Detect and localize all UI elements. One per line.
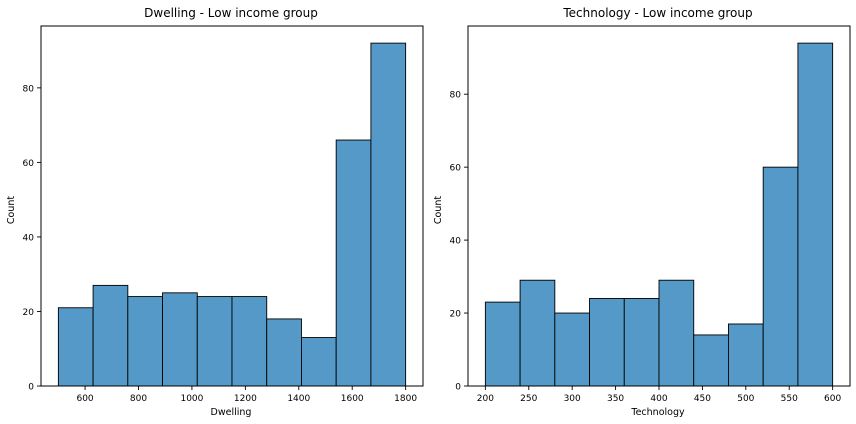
x-tick-label: 600 [76,394,93,404]
histogram-bar [728,323,764,387]
x-tick-label: 500 [737,394,754,404]
histogram-bar [162,292,198,387]
x-tick-label: 550 [781,394,798,404]
y-tick-label: 40 [23,233,35,243]
histogram-bar [484,301,521,387]
histogram-bar [623,298,660,387]
y-tick-label: 40 [450,237,462,247]
x-axis-label: Dwelling [211,407,252,418]
x-ticks: 600 800 1000 1200 1400 1600 1800 [76,386,417,404]
histogram-bar [693,334,729,387]
y-tick-label: 60 [450,164,462,174]
dwelling-histogram-panel: Dwelling - Low income group 600 800 1000 12… [6,6,424,418]
histogram-bar [301,337,337,387]
y-ticks: 0 20 40 60 80 [23,84,41,393]
y-tick-label: 80 [23,84,35,94]
histogram-bar [370,42,407,387]
x-tick-label: 250 [520,394,537,404]
x-tick-label: 1000 [180,394,203,404]
chart-title: Dwelling - Low income group [144,6,318,20]
x-tick-label: 600 [824,394,841,404]
y-tick-label: 80 [450,91,462,101]
bars [484,42,834,387]
histogram-bar [554,312,591,387]
x-tick-label: 800 [130,394,147,404]
chart-title: Technology - Low income group [562,6,752,20]
x-tick-label: 1200 [234,394,257,404]
y-ticks: 0 20 40 60 80 [450,91,468,393]
y-tick-label: 60 [23,159,35,169]
histogram-bar [231,296,268,387]
x-tick-label: 350 [607,394,624,404]
x-tick-label: 300 [564,394,581,404]
histogram-bar [335,139,372,387]
histogram-bar [658,279,695,387]
technology-histogram-panel: Technology - Low income group 200 250 300 3… [433,6,851,418]
histogram-bar [92,284,129,387]
histogram-bar [196,296,233,387]
y-tick-label: 20 [23,308,35,318]
histogram-bar [797,42,834,387]
x-tick-label: 450 [694,394,711,404]
x-tick-label: 1400 [287,394,310,404]
x-ticks: 200 250 300 350 400 450 500 550 600 [477,386,841,404]
y-tick-label: 20 [450,310,462,320]
histogram-bar [762,166,799,387]
x-tick-label: 1600 [341,394,364,404]
histogram-bar [589,298,625,387]
x-tick-label: 200 [477,394,494,404]
histogram-bar [266,318,302,387]
bars [57,42,407,387]
y-tick-label: 0 [28,383,34,393]
histogram-bar [127,296,163,387]
histogram-bar [519,279,556,387]
y-tick-label: 0 [455,383,461,393]
y-axis-label: Count [433,196,444,224]
histogram-bar [57,307,94,387]
y-axis-label: Count [6,196,17,224]
x-tick-label: 400 [650,394,667,404]
plot-frame [40,25,424,387]
x-tick-label: 1800 [394,394,417,404]
x-axis-label: Technology [630,407,685,418]
